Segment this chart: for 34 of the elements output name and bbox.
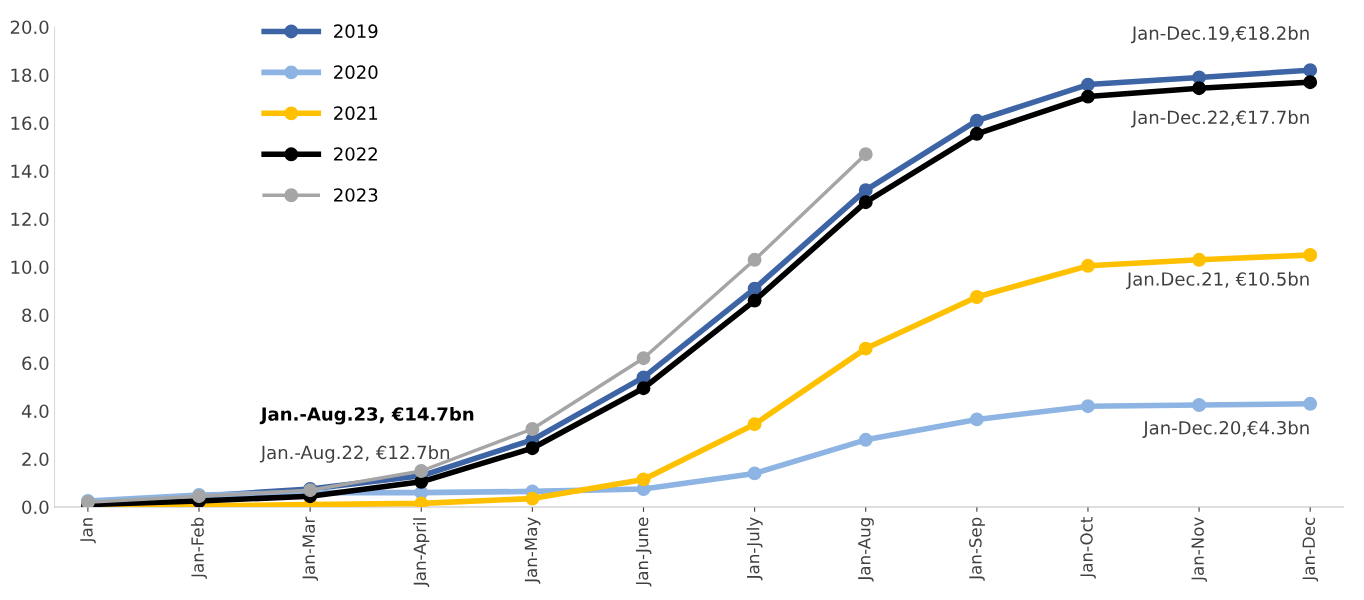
y-tick-label: 16.0: [11, 116, 49, 131]
y-tick-label: 18.0: [11, 68, 49, 83]
annotation: Jan.Dec.21, €10.5bn: [1125, 271, 1309, 290]
y-tick-label: 6.0: [22, 356, 49, 371]
legend-label: 2021: [334, 106, 378, 120]
x-tick-label: Jan-April: [413, 518, 430, 588]
x-tick-label: Jan-Feb: [190, 517, 207, 579]
legend-label: 2023: [334, 188, 378, 202]
y-tick-label: 20.0: [10, 20, 49, 35]
y-tick-label: 12.0: [11, 212, 49, 227]
legend-label: 2022: [334, 147, 377, 161]
x-tick-label: Jan-July: [746, 517, 763, 581]
x-tick-label: Jan-June: [635, 517, 652, 587]
x-tick-label: Jan-Sep: [969, 517, 985, 581]
y-tick-label: 0.0: [22, 500, 49, 515]
legend-label: 2020: [334, 65, 378, 79]
annotation: Jan.-Aug.22, €12.7bn: [259, 445, 449, 463]
y-tick-label: 2.0: [22, 452, 49, 467]
x-tick-label: Jan-Nov: [1191, 517, 1208, 582]
y-tick-label: 8.0: [22, 308, 49, 323]
x-tick-label: Jan: [80, 518, 96, 544]
x-tick-label: Jan-Aug: [858, 518, 874, 582]
y-tick-label: 10.0: [11, 260, 49, 275]
y-tick-label: 14.0: [11, 164, 49, 179]
y-tick-label: 4.0: [21, 404, 49, 419]
x-tick-label: Jan-Mar: [302, 516, 319, 581]
annotation: Jan.-Aug.23, €14.7bn: [259, 406, 474, 425]
x-tick-label: Jan-Oct: [1080, 517, 1096, 579]
x-tick-label: Jan-May: [524, 517, 541, 584]
annotation: Jan-Dec.22,€17.7bn: [1130, 110, 1309, 128]
annotation: Jan-Dec.19,€18.2bn: [1130, 25, 1309, 44]
x-tick-label: Jan-Dec: [1302, 517, 1319, 582]
annotation: Jan-Dec.20,€4.3bn: [1142, 420, 1309, 438]
legend-label: 2019: [334, 24, 378, 39]
